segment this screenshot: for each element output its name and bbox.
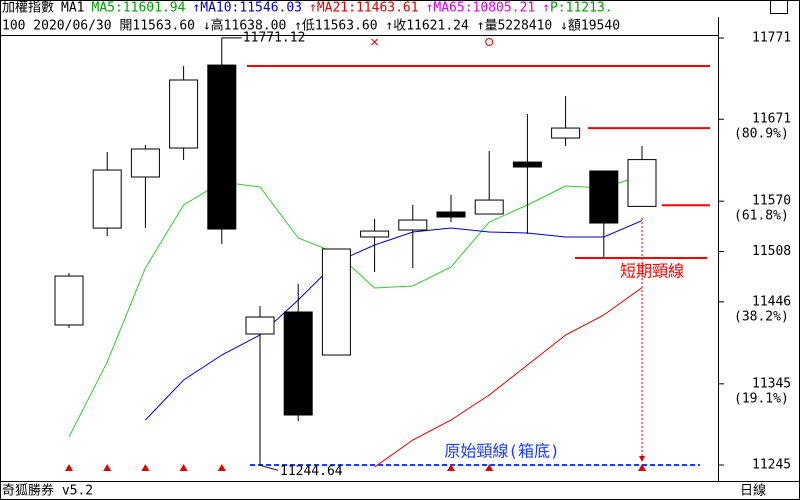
candle-body — [512, 161, 542, 168]
retracement-label: (61.8%) — [734, 209, 789, 224]
window-icon[interactable] — [770, 0, 788, 14]
y-tick-label: 11245 — [752, 458, 791, 473]
high-label: 11771.12 — [243, 30, 306, 45]
header-item: ↑ — [542, 1, 550, 16]
signal-marker — [179, 464, 188, 471]
candle-body — [436, 211, 466, 218]
candle-body — [130, 148, 160, 178]
header-item: MA1 — [61, 1, 84, 16]
header-item: P:11213. — [550, 1, 613, 16]
header-item: MA21:11463.61 — [317, 1, 419, 16]
ma-line — [374, 287, 643, 468]
retracement-label: (80.9%) — [734, 127, 789, 142]
header-item: MA65:10805.21 — [433, 1, 535, 16]
header-item: ↑ — [192, 1, 200, 16]
footer-brand: 奇狐勝券 v5.2 — [2, 483, 93, 499]
candle-body — [627, 159, 657, 207]
header-row: 加權指數 MA1 MA5:11601.94 ↑ MA10:11546.03 ↑ MA21:1… — [2, 1, 613, 16]
y-tick-label: 11345 — [752, 376, 791, 391]
y-tick-label: 11446 — [752, 294, 791, 309]
y-tick-label: 11508 — [752, 244, 791, 259]
candle-body — [398, 219, 428, 231]
cross-marker — [371, 38, 378, 46]
low-label: 11244.64 — [280, 464, 343, 479]
candle-body — [321, 248, 351, 356]
signal-marker — [141, 464, 150, 471]
ma-line — [68, 174, 643, 438]
candle-body — [54, 275, 84, 326]
candle-body — [207, 64, 237, 230]
header-item: ↑ — [309, 1, 317, 16]
candle-body — [283, 311, 313, 416]
candle-body — [474, 199, 504, 215]
signal-marker — [217, 464, 226, 471]
candle-body — [589, 170, 619, 224]
plot — [54, 37, 710, 471]
retracement-label: (38.2%) — [734, 309, 789, 324]
ma-line — [145, 220, 643, 421]
candle-body — [169, 79, 199, 149]
header-info: 100 2020/06/30 開11563.60 ↓高11638.00 ↑低11… — [2, 18, 620, 34]
arrow-head — [639, 456, 645, 462]
signal-marker — [485, 464, 494, 471]
signal-marker — [447, 464, 455, 471]
retracement-label: (19.1%) — [734, 391, 789, 406]
header-item: ↑ — [426, 1, 434, 16]
signal-marker — [638, 464, 646, 471]
header-item: 加權指數 — [2, 1, 54, 16]
footer-period: 日線 — [740, 483, 766, 499]
y-tick-label: 11671 — [752, 112, 791, 127]
candle-body — [551, 127, 581, 139]
signal-marker — [65, 464, 73, 471]
candle-body — [360, 230, 390, 238]
candle-body — [92, 169, 122, 229]
y-tick-label: 11570 — [752, 194, 791, 209]
header-item: MA10:11546.03 — [200, 1, 302, 16]
y-tick-label: 11771 — [752, 31, 791, 46]
header-item: MA5:11601.94 — [92, 1, 186, 16]
circle-marker — [485, 38, 494, 46]
level-label: 原始頸線(箱底) — [444, 442, 559, 461]
level-label: 短期頸線 — [620, 262, 684, 281]
annot-leader — [259, 464, 279, 471]
candle-body — [245, 316, 275, 335]
signal-marker — [103, 464, 112, 471]
